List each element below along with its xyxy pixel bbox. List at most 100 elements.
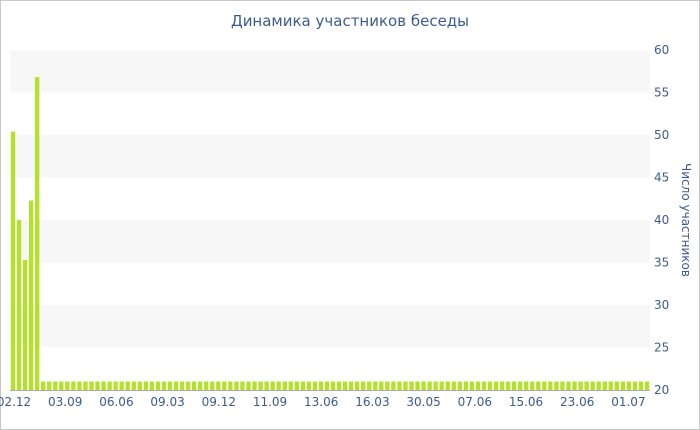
bar[interactable] [28,200,34,390]
bar[interactable] [330,381,336,391]
bar[interactable] [59,381,64,391]
bar[interactable] [47,381,52,391]
bar[interactable] [143,381,149,391]
bar[interactable] [566,381,571,391]
bar[interactable] [10,131,16,390]
bar[interactable] [578,381,583,391]
bar[interactable] [493,381,499,391]
bar[interactable] [403,381,408,391]
bar[interactable] [95,381,100,391]
bar[interactable] [415,381,420,391]
bar[interactable] [53,381,58,391]
bar[interactable] [379,381,384,391]
bar[interactable] [505,381,511,391]
bar[interactable] [475,381,481,391]
bar[interactable] [530,381,535,391]
bar[interactable] [560,381,565,391]
bar[interactable] [71,381,76,391]
bar[interactable] [342,381,348,391]
bar[interactable] [204,381,209,391]
bar[interactable] [336,381,342,391]
bar[interactable] [373,381,378,391]
bar[interactable] [511,381,517,391]
bar[interactable] [210,381,215,391]
bar[interactable] [626,381,632,391]
bar[interactable] [644,381,650,391]
bar[interactable] [385,381,390,391]
bar[interactable] [270,381,275,391]
bar[interactable] [228,381,233,391]
bar[interactable] [318,381,324,391]
bar[interactable] [258,381,263,391]
bar[interactable] [433,381,438,391]
bar[interactable] [499,381,505,391]
bar[interactable] [119,381,124,391]
bar[interactable] [614,381,619,391]
bar[interactable] [439,381,444,391]
bar[interactable] [548,381,553,391]
bar[interactable] [620,381,626,391]
bar[interactable] [35,77,40,390]
bar[interactable] [276,381,281,391]
bar[interactable] [155,381,161,391]
bar[interactable] [167,381,173,391]
bar[interactable] [312,381,318,391]
bar[interactable] [632,381,638,391]
bar[interactable] [596,381,601,391]
bar[interactable] [198,381,203,391]
bar[interactable] [590,381,595,391]
bar[interactable] [445,381,450,391]
bar[interactable] [234,381,239,391]
bar[interactable] [524,381,529,391]
bar[interactable] [427,381,432,391]
bar[interactable] [16,220,22,390]
bar[interactable] [518,381,523,391]
bar[interactable] [22,259,28,390]
bar[interactable] [409,381,414,391]
bar[interactable] [101,381,106,391]
bar[interactable] [222,381,227,391]
bar[interactable] [216,381,221,391]
bar[interactable] [41,381,46,391]
bar[interactable] [282,381,287,391]
bar[interactable] [149,381,155,391]
bar[interactable] [240,381,245,391]
bar[interactable] [469,381,475,391]
bar[interactable] [457,381,462,391]
bar[interactable] [246,381,251,391]
bar[interactable] [487,381,493,391]
bar[interactable] [554,381,559,391]
bar[interactable] [288,381,293,391]
bar[interactable] [361,381,366,391]
bar[interactable] [264,381,269,391]
bar[interactable] [536,381,541,391]
bar[interactable] [602,381,607,391]
bar[interactable] [179,381,185,391]
bar[interactable] [294,381,299,391]
bar[interactable] [463,381,469,391]
bar[interactable] [638,381,644,391]
bar[interactable] [65,381,70,391]
bar[interactable] [324,381,330,391]
bar[interactable] [355,381,360,391]
bar[interactable] [608,381,613,391]
bar[interactable] [367,381,372,391]
bar[interactable] [83,381,88,391]
bar[interactable] [173,381,179,391]
bar[interactable] [107,381,112,391]
bar[interactable] [131,381,136,391]
bar[interactable] [252,381,257,391]
bar[interactable] [391,381,396,391]
bar[interactable] [572,381,577,391]
bar[interactable] [191,381,197,391]
bar[interactable] [481,381,487,391]
bar[interactable] [584,381,589,391]
bar[interactable] [397,381,402,391]
bar[interactable] [421,381,426,391]
bar[interactable] [300,381,306,391]
bar[interactable] [89,381,94,391]
bar[interactable] [125,381,130,391]
bar[interactable] [161,381,167,391]
bar[interactable] [542,381,547,391]
bar[interactable] [185,381,191,391]
